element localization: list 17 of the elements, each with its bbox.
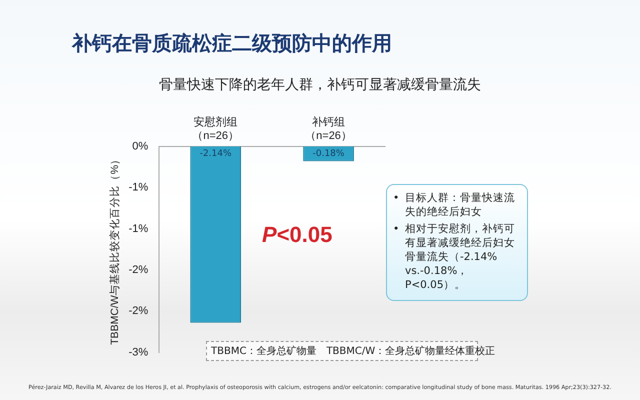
y-tick-label: 0% xyxy=(132,140,148,152)
chart-subtitle: 骨量快速下降的老年人群，补钙可显著减缓骨量流失 xyxy=(158,76,482,94)
annotation: • 相对于安慰剂，补钙可有显著减缓绝经后妇女骨量流失（-2.14% vs.-0.18%，P<0.05）。 xyxy=(393,222,516,292)
y-tick-label: -1% xyxy=(128,182,148,194)
chart-title: 补钙在骨质疏松症二级预防中的作用 xyxy=(72,30,392,57)
annotation: • 目标人群：骨量快速流失的绝经后妇女 xyxy=(393,191,516,219)
x-tick-label: 补钙组（n=26） xyxy=(305,116,352,142)
y-tick-label: -2% xyxy=(128,305,148,318)
annotation: TBBMC：全身总矿物量 TBBMC/W：全身总矿物量经体重校正 xyxy=(210,344,496,359)
y-tick-label: -2% xyxy=(128,264,148,276)
y-tick-label: -3% xyxy=(128,346,148,358)
data-label: -2.14% xyxy=(200,149,232,160)
data-label: -0.18% xyxy=(312,149,345,160)
x-tick-label: 安慰剂组（n=26） xyxy=(192,116,240,142)
annotation: P<0.05 xyxy=(262,222,332,248)
y-tick-label: -1% xyxy=(128,222,148,235)
y-axis-title: TBBMC/W与基线比较变化百分比（%） xyxy=(108,154,122,345)
